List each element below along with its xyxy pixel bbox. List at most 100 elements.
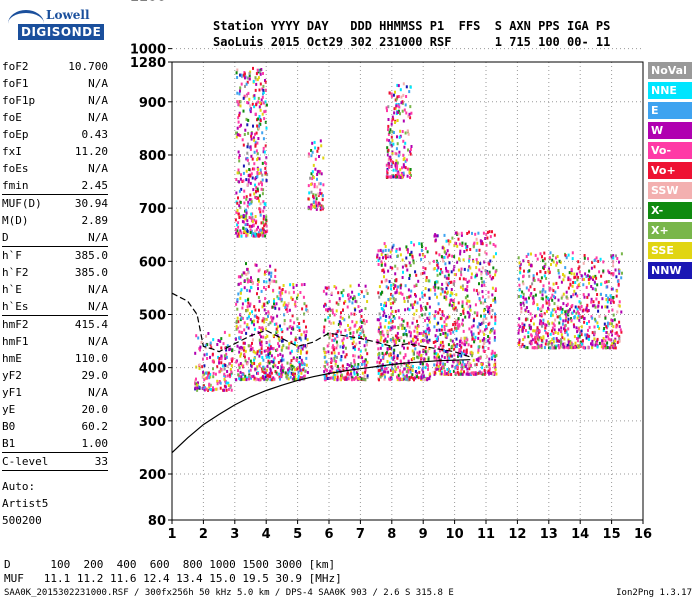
echo-point <box>569 341 572 345</box>
echo-point <box>336 369 339 373</box>
param-row: hmE 110.0 <box>2 350 108 367</box>
echo-point <box>518 325 521 329</box>
echo-point <box>330 359 333 363</box>
echo-point <box>523 303 525 307</box>
echo-point <box>404 308 407 312</box>
echo-point <box>605 325 608 329</box>
echo-point <box>242 164 245 168</box>
echo-point <box>275 280 278 284</box>
echo-point <box>543 251 546 255</box>
echo-point <box>457 317 460 321</box>
echo-point <box>246 151 249 155</box>
echo-point <box>421 295 424 299</box>
echo-point <box>393 111 396 115</box>
echo-point <box>203 353 206 357</box>
echo-point <box>490 329 493 333</box>
echo-point <box>448 303 451 307</box>
echo-point <box>249 193 252 197</box>
echo-point <box>353 324 356 328</box>
echo-point <box>242 214 245 217</box>
echo-point <box>278 375 281 379</box>
echo-point <box>381 307 384 311</box>
echo-point <box>366 352 369 356</box>
param-value: N/A <box>88 162 108 175</box>
echo-point <box>245 208 248 212</box>
echo-point <box>448 242 451 246</box>
echo-point <box>353 372 356 376</box>
echo-point <box>386 255 389 259</box>
echo-point <box>274 306 277 310</box>
echo-point <box>260 350 263 354</box>
echo-point <box>403 145 406 149</box>
y-tick-label: 80 <box>148 514 166 529</box>
echo-point <box>363 344 366 348</box>
echo-point <box>405 370 408 374</box>
echo-point <box>323 355 326 359</box>
echo-point <box>569 340 572 344</box>
echo-point <box>240 215 243 219</box>
echo-point <box>596 321 599 325</box>
echo-point <box>273 377 276 381</box>
echo-point <box>428 377 431 381</box>
echo-point <box>410 375 413 379</box>
echo-point <box>566 333 569 337</box>
echo-point <box>475 266 478 270</box>
echo-point <box>451 236 454 240</box>
echo-point <box>247 301 250 305</box>
echo-point <box>275 331 278 335</box>
echo-point <box>250 200 253 204</box>
echo-point <box>253 105 256 109</box>
echo-point <box>405 245 408 249</box>
echo-point <box>465 363 468 367</box>
echo-point <box>572 293 575 297</box>
echo-point <box>518 338 521 342</box>
echo-point <box>446 357 449 361</box>
echo-point <box>477 350 480 354</box>
echo-point <box>442 314 445 318</box>
echo-point <box>198 366 201 370</box>
echo-point <box>541 324 543 328</box>
echo-point <box>441 270 444 274</box>
echo-point <box>364 322 366 326</box>
echo-points <box>194 66 623 392</box>
echo-point <box>602 269 605 273</box>
echo-point <box>224 346 227 350</box>
echo-point <box>247 326 250 330</box>
echo-point <box>620 330 623 334</box>
echo-point <box>411 254 414 258</box>
echo-point <box>494 318 497 322</box>
echo-point <box>254 112 257 116</box>
echo-point <box>414 347 417 351</box>
echo-point <box>261 356 264 359</box>
echo-point <box>255 367 258 371</box>
echo-point <box>361 330 364 334</box>
echo-point <box>303 363 306 367</box>
echo-point <box>469 308 472 312</box>
echo-point <box>235 210 238 214</box>
echo-point <box>547 334 549 338</box>
height-profile-line <box>171 359 471 454</box>
echo-point <box>433 316 436 320</box>
echo-point <box>411 321 414 325</box>
echo-point <box>439 343 442 347</box>
echo-point <box>238 216 241 219</box>
echo-point <box>411 256 414 260</box>
echo-point <box>276 295 279 299</box>
echo-point <box>554 318 557 322</box>
echo-point <box>588 281 591 285</box>
echo-point <box>529 312 532 316</box>
echo-point <box>259 168 262 172</box>
echo-point <box>522 338 525 341</box>
echo-point <box>477 357 480 361</box>
echo-point <box>235 319 238 323</box>
echo-point <box>323 376 326 380</box>
echo-point <box>378 312 381 316</box>
echo-point <box>461 284 464 288</box>
param-row: foF1 N/A <box>2 75 108 92</box>
echo-point <box>616 257 619 260</box>
echo-point <box>287 301 290 305</box>
param-row: yE 20.0 <box>2 401 108 418</box>
echo-point <box>235 131 238 135</box>
echo-point <box>487 339 490 343</box>
echo-point <box>203 386 206 390</box>
